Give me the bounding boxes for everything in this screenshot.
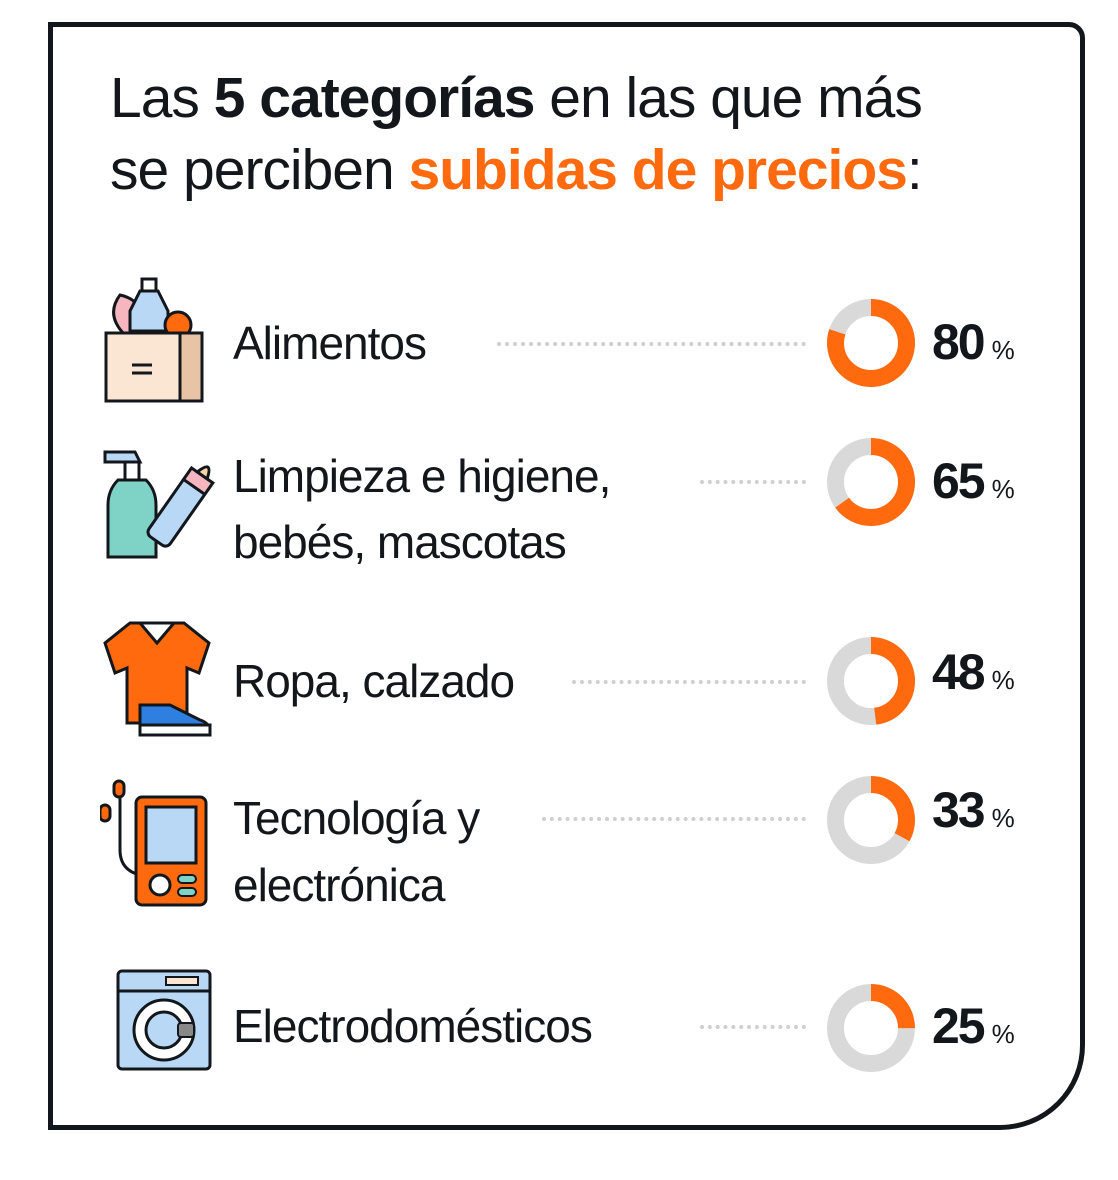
dotted-leader: [542, 817, 806, 821]
title-text: :: [906, 138, 923, 202]
dotted-leader: [572, 680, 806, 684]
category-label: Limpieza e higiene,: [233, 450, 611, 502]
shirt-shoe-icon: [103, 621, 212, 737]
value-number: 48: [932, 644, 986, 700]
donut-chart: [827, 438, 915, 526]
page-title: Las 5 categorías en las que más se perci…: [110, 62, 923, 206]
value-number: 80: [932, 314, 986, 370]
percentage-value: 65%: [932, 452, 1015, 510]
category-label: Tecnología y: [233, 792, 480, 844]
percentage-value: 33%: [932, 781, 1015, 839]
donut-chart: [827, 776, 915, 864]
donut-value-arc: [827, 776, 915, 864]
percent-sign: %: [991, 335, 1015, 365]
title-bold: 5 categorías: [213, 66, 536, 130]
percent-sign: %: [991, 1019, 1015, 1049]
value-number: 65: [932, 453, 986, 509]
category-label: Ropa, calzado: [233, 655, 515, 707]
donut-value-arc: [827, 637, 915, 725]
card-frame: [48, 22, 1085, 1130]
music-player-icon: [100, 779, 208, 907]
donut-chart: [827, 637, 915, 725]
spray-bottle-icon: [103, 450, 215, 559]
category-label: Alimentos: [233, 317, 427, 369]
dotted-leader: [497, 342, 806, 346]
washing-machine-icon: [116, 969, 212, 1071]
grocery-bag-icon: [104, 277, 204, 403]
percent-sign: %: [991, 665, 1015, 695]
title-highlight: subidas de precios: [408, 138, 908, 202]
category-label: bebés, mascotas: [233, 516, 567, 568]
donut-value-arc: [827, 299, 915, 387]
dotted-leader: [700, 1025, 806, 1029]
dotted-leader: [700, 480, 806, 484]
donut-value-arc: [827, 438, 915, 526]
value-number: 25: [932, 998, 986, 1054]
title-text: en las que más: [534, 66, 923, 130]
category-label: Electrodomésticos: [233, 1000, 593, 1052]
category-label: electrónica: [233, 859, 445, 911]
value-number: 33: [932, 782, 986, 838]
percentage-value: 80%: [932, 313, 1015, 371]
donut-value-arc: [827, 984, 915, 1072]
title-text: se perciben: [110, 138, 409, 202]
percent-sign: %: [991, 803, 1015, 833]
donut-chart: [827, 984, 915, 1072]
title-text: Las: [110, 66, 214, 130]
percent-sign: %: [991, 474, 1015, 504]
percentage-value: 25%: [932, 997, 1015, 1055]
percentage-value: 48%: [932, 643, 1015, 701]
donut-chart: [827, 299, 915, 387]
